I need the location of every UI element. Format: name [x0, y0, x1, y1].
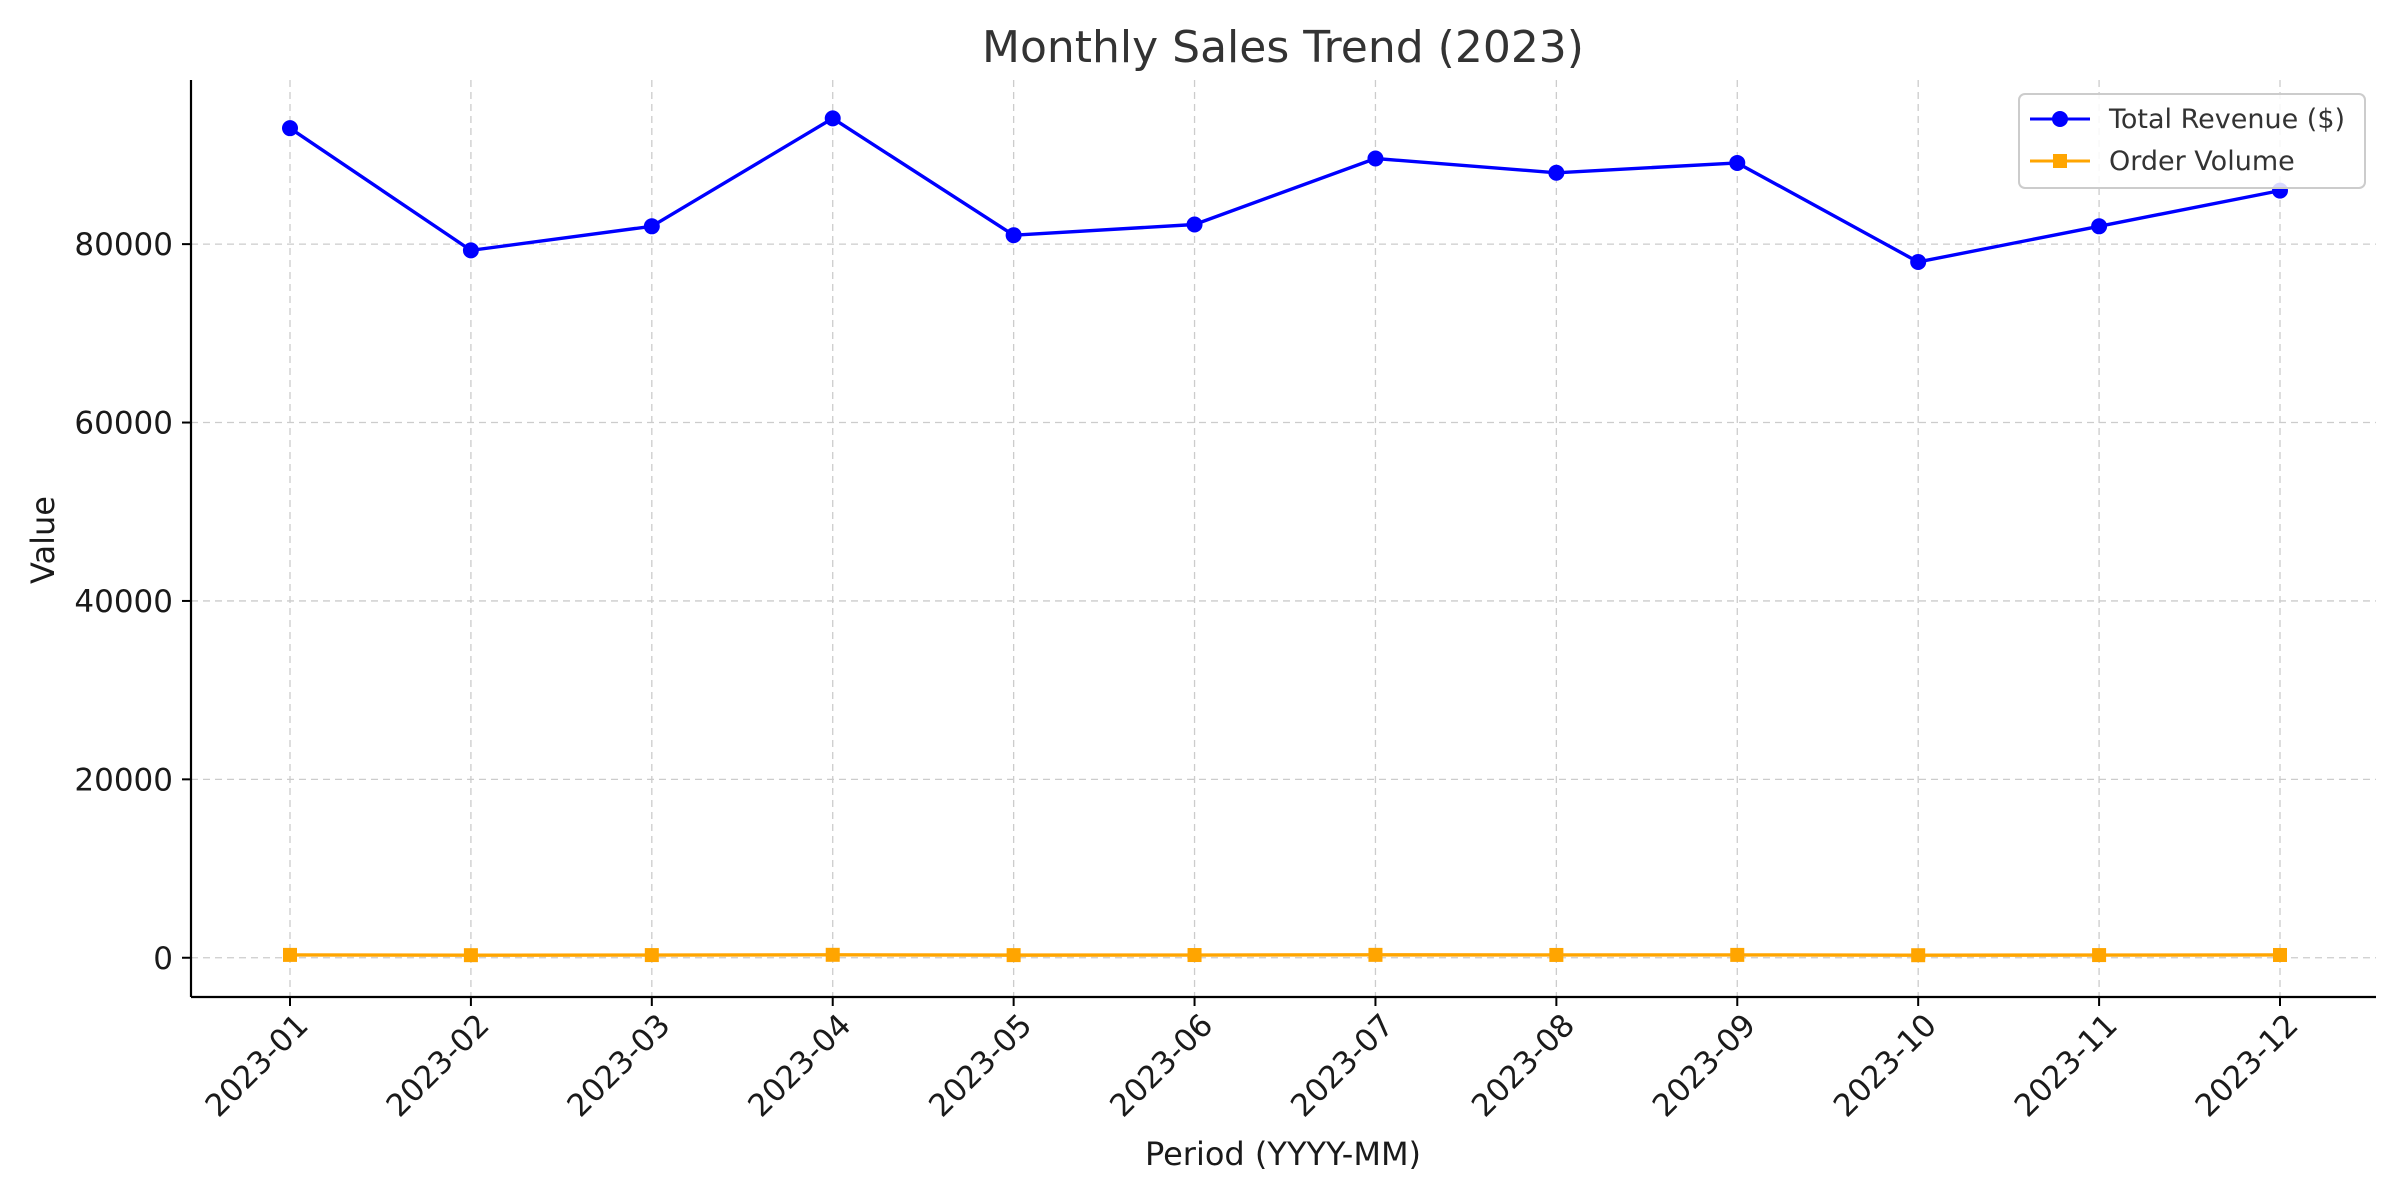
data-point-revenue	[1910, 253, 1927, 270]
legend-label-revenue: Total Revenue ($)	[2108, 104, 2345, 135]
data-point-orders	[1911, 948, 1926, 963]
data-point-revenue	[1729, 154, 1746, 171]
y-tick-label: 40000	[74, 584, 173, 620]
legend-label-orders: Order Volume	[2109, 146, 2295, 177]
y-tick-label: 20000	[74, 762, 173, 798]
data-point-orders	[1730, 947, 1745, 962]
data-point-revenue	[824, 110, 841, 127]
data-point-orders	[463, 948, 478, 963]
data-point-orders	[825, 947, 840, 962]
series-line-revenue	[289, 116, 2281, 264]
x-tick-label: 2023-04	[741, 1007, 858, 1124]
x-axis-label: Period (YYYY-MM)	[1145, 1135, 1421, 1173]
data-point-revenue	[282, 120, 298, 137]
grid-layer	[191, 80, 2376, 997]
data-point-orders	[2092, 948, 2107, 963]
series-layer	[282, 110, 2288, 963]
data-point-orders	[2273, 947, 2287, 962]
x-tick-label: 2023-11	[2008, 1007, 2125, 1124]
legend-entry-revenue: Total Revenue ($)	[2030, 104, 2345, 135]
series-orders	[283, 947, 2287, 963]
legend-marker-revenue	[2052, 111, 2068, 127]
y-tick-labels: 0 20000 40000 60000 80000	[74, 227, 191, 977]
data-point-orders	[644, 948, 659, 963]
x-tick-label: 2023-09	[1646, 1007, 1763, 1124]
legend-marker-orders	[2053, 154, 2067, 168]
y-tick-label: 80000	[74, 227, 173, 263]
x-tick-labels: 2023-01 2023-02 2023-03 2023-04 2023-05 2023-…	[199, 997, 2306, 1124]
data-point-orders	[1368, 947, 1383, 962]
data-point-orders	[1006, 948, 1021, 963]
y-axis-label: Value	[24, 496, 62, 584]
x-tick-label: 2023-05	[922, 1007, 1039, 1124]
x-tick-label: 2023-02	[380, 1007, 497, 1124]
legend-entry-orders: Order Volume	[2030, 146, 2295, 177]
data-point-orders	[1187, 948, 1202, 963]
data-point-revenue	[1005, 227, 1022, 244]
data-point-revenue	[1548, 164, 1565, 181]
data-point-revenue	[1367, 150, 1384, 167]
axes-layer	[189, 80, 2376, 999]
data-point-orders	[1549, 947, 1564, 962]
legend-frame	[2018, 93, 2366, 189]
data-point-revenue	[462, 242, 479, 259]
data-point-revenue	[1186, 216, 1203, 233]
x-tick-label: 2023-10	[1827, 1007, 1944, 1124]
chart-title: Monthly Sales Trend (2023)	[982, 22, 1584, 73]
x-tick-label: 2023-07	[1284, 1007, 1401, 1124]
x-tick-label: 2023-08	[1465, 1007, 1582, 1124]
y-tick-label: 60000	[74, 406, 173, 442]
data-point-revenue	[643, 218, 660, 235]
legend: Total Revenue ($) Order Volume	[2018, 93, 2366, 189]
series-revenue	[282, 110, 2288, 270]
x-tick-label: 2023-12	[2189, 1007, 2306, 1124]
x-tick-label: 2023-06	[1103, 1007, 1220, 1124]
x-tick-label: 2023-03	[560, 1007, 677, 1124]
x-tick-label: 2023-01	[199, 1007, 316, 1124]
y-tick-label: 0	[153, 941, 173, 977]
data-point-revenue	[2091, 218, 2108, 235]
data-point-orders	[283, 947, 297, 962]
